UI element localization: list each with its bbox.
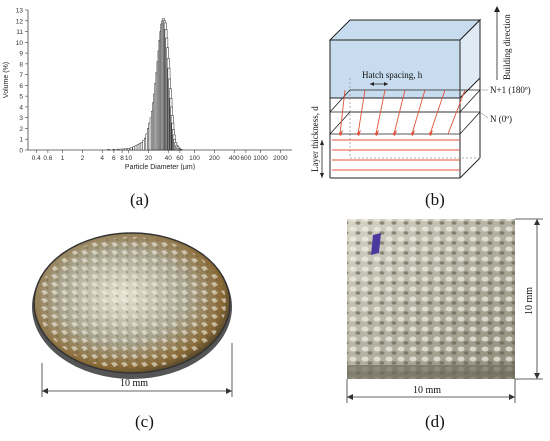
blue-mark (371, 233, 381, 255)
y-tick-label: 2 (19, 126, 23, 133)
x-tick-label: 1000 (253, 155, 268, 162)
panel-d: 10 mm 10 mm (325, 205, 550, 410)
histogram-bar (107, 149, 110, 151)
x-tick-label: 0.6 (43, 155, 52, 162)
panel-b: Hatch spacing, h N+1 (180º) N (0º) Build… (310, 0, 550, 190)
histogram-bar (132, 146, 136, 151)
histogram-bar (120, 148, 124, 151)
top-face (328, 19, 482, 41)
cube-dimension-bottom: 10 mm (413, 385, 441, 396)
x-tick-label: 4 (100, 155, 104, 162)
x-tick-label: 2 (81, 155, 85, 162)
y-tick-label: 10 (16, 40, 24, 47)
hatch-spacing-label: Hatch spacing, h (362, 70, 423, 80)
y-tick-label: 13 (16, 8, 24, 15)
x-tick-label: 400 (229, 155, 240, 162)
hatch-lines (332, 89, 466, 171)
layer-bottom-label: N (0º) (490, 114, 512, 124)
layer-n-plane (329, 111, 481, 135)
layer-top-label: N+1 (180º) (490, 85, 531, 95)
x-tick-label: 10 (125, 155, 133, 162)
scan-strategy-diagram: Hatch spacing, h N+1 (180º) N (0º) Build… (310, 6, 531, 179)
x-tick-label: 8 (120, 155, 124, 162)
panel-c: 10 mm (20, 225, 260, 410)
y-tick-label: 4 (19, 104, 23, 111)
building-direction-label: Building direction (502, 14, 512, 80)
y-tick-label: 8 (19, 61, 23, 68)
x-tick-label: 200 (209, 155, 220, 162)
histogram-bar (127, 148, 130, 151)
cube-dimension-right: 10 mm (524, 287, 535, 315)
disc-dimension-label: 10 mm (120, 378, 148, 389)
y-tick-label: 1 (19, 137, 23, 144)
panel-a: 0 1 2 3 4 5 6 7 8 9 10 11 12 13 0.4 0.6 1 2 4 6 8 10 20 40 60 100… (0, 0, 300, 190)
histogram-bar (124, 148, 127, 151)
x-tick-label: 600 (240, 155, 251, 162)
x-tick-label: 2000 (273, 155, 288, 162)
histogram-bar (116, 148, 120, 151)
cube-sample-photo: 10 mm 10 mm (346, 218, 543, 403)
histogram-bar (112, 149, 116, 151)
caption-b: (b) (425, 190, 445, 209)
x-tick-label: 60 (176, 155, 184, 162)
caption-a: (a) (130, 190, 149, 209)
y-tick-label: 9 (19, 51, 23, 58)
histogram-bar (129, 147, 133, 151)
y-tick-label: 12 (16, 18, 24, 25)
y-tick-label: 3 (19, 115, 23, 122)
layer-thickness-label: Layer thickness, d (310, 106, 320, 172)
y-tick-label: 5 (19, 94, 23, 101)
caption-c: (c) (135, 412, 154, 431)
disc-sample-photo: 10 mm (32, 232, 233, 397)
x-axis-label: Particle Diameter (µm) (125, 164, 195, 170)
histogram-bar (134, 145, 138, 151)
x-tick-label: 6 (112, 155, 116, 162)
x-tick-label: 1 (61, 155, 65, 162)
hatch-arrows (338, 130, 433, 136)
y-tick-label: 6 (19, 83, 23, 90)
y-tick-label: 0 (19, 148, 23, 155)
top-block-front (329, 39, 461, 99)
y-tick-label: 7 (19, 72, 23, 79)
caption-d: (d) (425, 412, 445, 431)
x-tick-label: 40 (165, 155, 173, 162)
x-tick-label: 20 (145, 155, 153, 162)
y-tick-label: 11 (16, 29, 23, 36)
y-axis-label: Volume (%) (3, 62, 10, 98)
x-tick-label: 0.4 (32, 155, 41, 162)
x-tick-label: 100 (189, 155, 200, 162)
